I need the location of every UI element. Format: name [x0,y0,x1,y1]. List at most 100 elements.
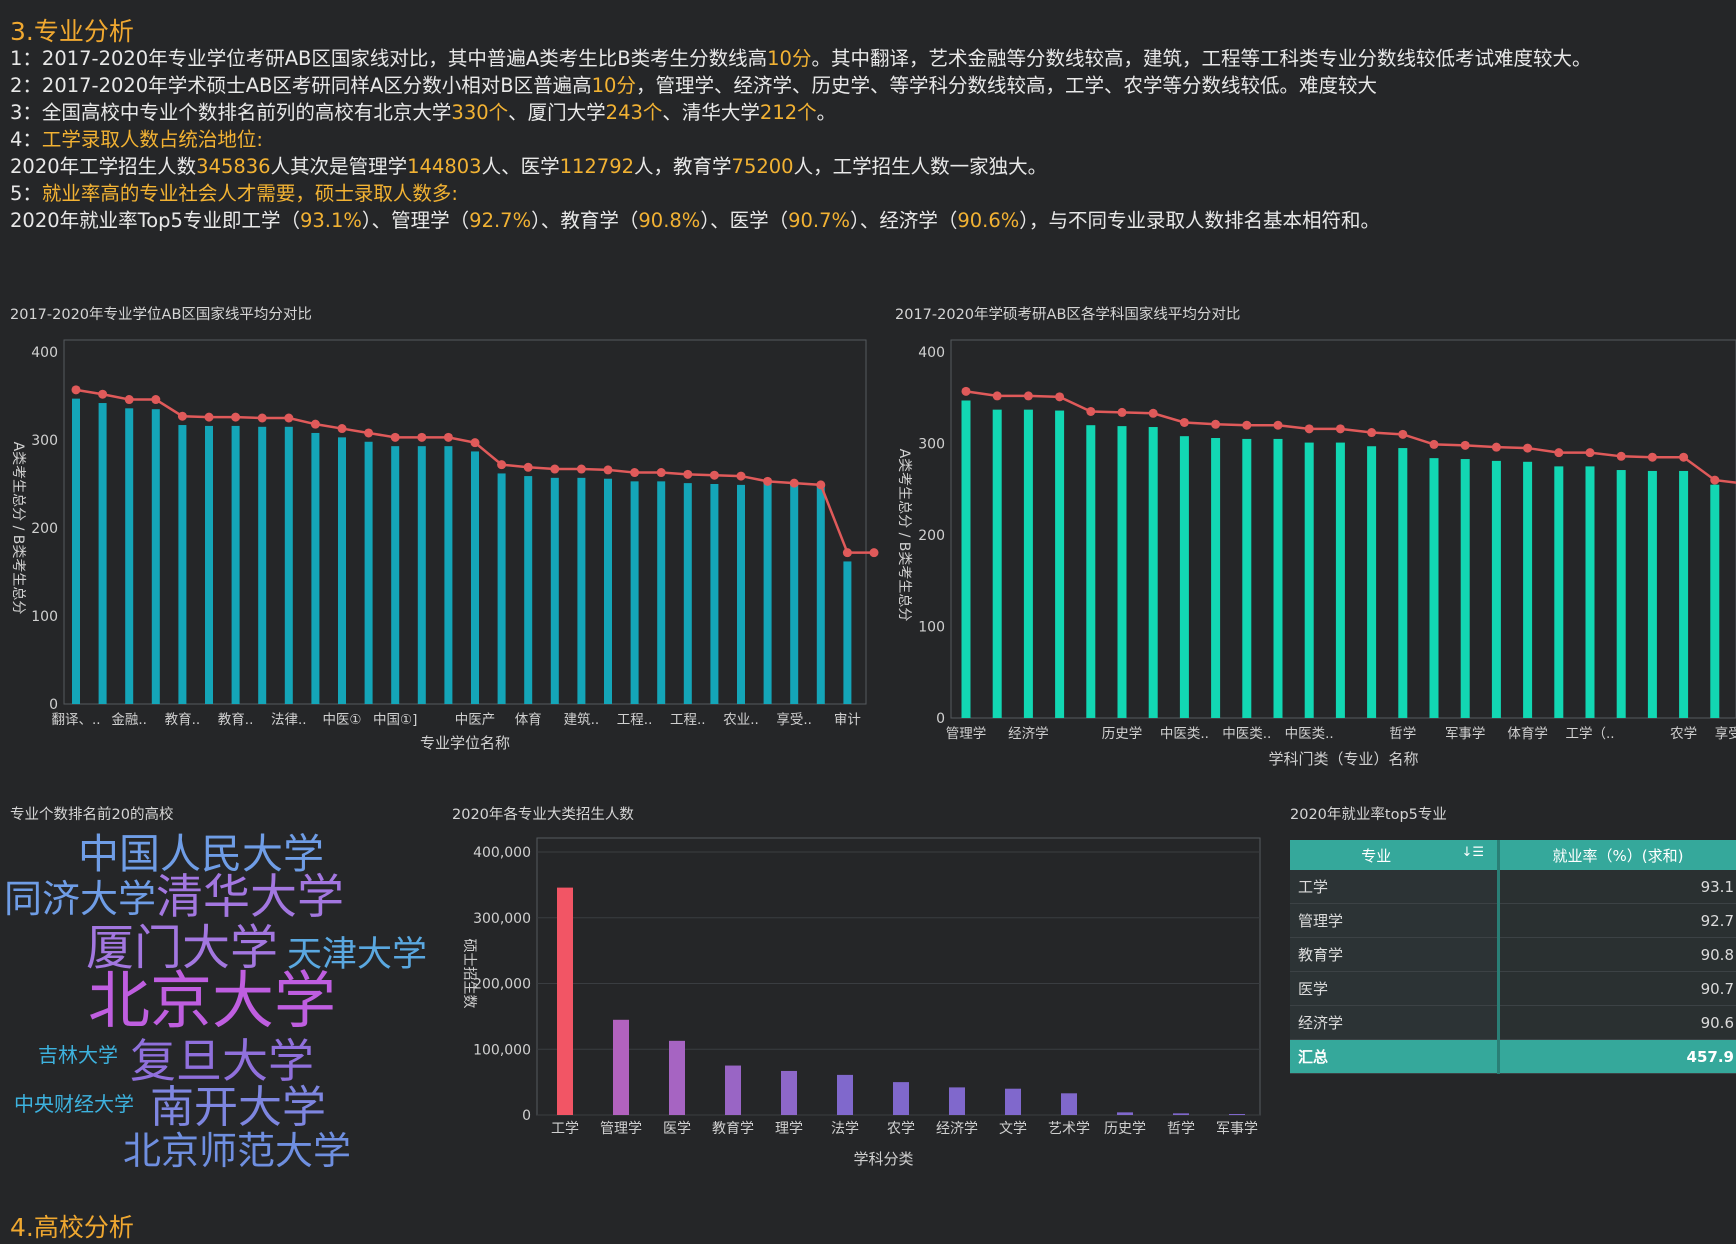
line-point [471,438,480,447]
wordcloud-word[interactable]: 同济大学 [4,880,156,918]
table-cell-rate: 90.7 [1499,972,1736,1006]
x-tick-label: 教育.. [218,712,254,728]
line-point [604,465,613,474]
sort-icon[interactable]: ↓☰ [1461,845,1484,860]
x-tick-label: 经济学 [936,1121,978,1137]
line-point [962,387,971,396]
col-header-major[interactable]: 专业↓☰ [1290,840,1499,870]
bar [1367,446,1376,718]
bar [1055,411,1064,718]
wordcloud-word[interactable]: 北京师范大学 [123,1132,351,1170]
wordcloud-word[interactable]: 中央财经大学 [14,1094,134,1114]
x-tick-label: 教育学 [712,1121,754,1137]
line-point [577,465,586,474]
line-point [125,395,134,404]
y-tick-label: 100 [918,620,945,636]
analysis-line: 1：2017-2020年专业学位考研AB区国家线对比，其中普遍A类考生比B类考生… [10,45,1591,72]
x-tick-label: 中国①] [373,712,417,728]
bar [152,409,160,704]
chart3-title: 2020年各专业大类招生人数 [452,803,634,824]
y-axis-label: 硕士招生数 [461,939,477,1009]
plot-frame [537,838,1260,1115]
line-point [205,413,214,422]
y-tick-label: 100,000 [473,1042,531,1058]
wordcloud-word[interactable]: 复旦大学 [130,1038,314,1084]
bar [577,478,585,704]
line-point [1398,430,1407,439]
x-tick-label: 医学 [663,1121,691,1137]
x-tick-label: 工程.. [617,712,653,728]
x-tick-label: 体育 [515,712,542,728]
bar [1430,458,1439,718]
x-tick-label: 军事学 [1216,1121,1258,1137]
y-tick-label: 400 [31,345,58,361]
bar [471,451,479,704]
line-point [1086,407,1095,416]
bar [1523,462,1532,718]
line-point [657,468,666,477]
line-point [1648,453,1657,462]
wordcloud-title: 专业个数排名前20的高校 [10,803,173,824]
line-point [710,471,719,480]
x-tick-label: 享受少数.. [1715,725,1736,742]
line-point [258,414,267,423]
table-cell-major: 管理学 [1290,904,1499,938]
bar [1180,436,1189,718]
line-point [1118,408,1127,417]
x-tick-label: 军事学 [1445,726,1486,742]
line-point [311,420,320,429]
bar [1118,426,1127,718]
chart2-title: 2017-2020年学硕考研AB区各学科国家线平均分对比 [895,303,1240,324]
bar [993,410,1002,718]
line-point [1430,440,1439,449]
bar [1305,443,1314,718]
bar [72,399,80,704]
line-point [524,463,533,472]
table-cell-major: 教育学 [1290,938,1499,972]
wordcloud-word[interactable]: 中国人民大学 [78,834,324,875]
line-point [1055,392,1064,401]
col-header-rate[interactable]: 就业率（%）(求和) [1499,840,1736,870]
bar [258,427,266,704]
bar [843,561,851,704]
wordcloud-word[interactable]: 吉林大学 [38,1045,118,1065]
bar [232,426,240,704]
x-tick-label: 历史学 [1102,726,1143,742]
bar [338,437,346,704]
bar [1679,471,1688,718]
wordcloud-word[interactable]: 南开大学 [150,1086,326,1130]
line-point [1024,391,1033,400]
line-point [993,391,1002,400]
line-point [1586,448,1595,457]
bar [1398,448,1407,718]
bar [498,473,506,704]
x-tick-label: 翻译、.. [51,712,100,728]
y-tick-label: 200,000 [473,977,531,993]
line-point [1242,421,1251,430]
line-point [790,479,799,488]
table-total-label: 汇总 [1290,1040,1499,1074]
line-point [1523,444,1532,453]
y-axis-label: A类考生总分 / B类考生总分 [10,442,26,615]
x-tick-label: 享受.. [776,711,812,728]
bar [613,1020,629,1115]
bar [737,485,745,704]
line-point [417,433,426,442]
bar [205,426,213,704]
x-tick-label: 农学 [887,1121,915,1137]
line-point [843,548,852,557]
line-point [284,414,293,423]
wordcloud-word[interactable]: 清华大学 [156,874,344,921]
bar [99,403,107,704]
bar [1149,427,1158,718]
wordcloud-word[interactable]: 北京大学 [88,970,336,1032]
x-tick-label: 法学 [831,1121,859,1137]
analysis-line: 4：工学录取人数占统治地位: [10,126,1591,153]
table-total-value: 457.9 [1499,1040,1736,1074]
x-tick-label: 艺术学 [1048,1121,1090,1137]
line-point [1710,476,1719,485]
y-axis-label: A类考生总分 / B类考生总分 [896,449,912,622]
bar [669,1041,685,1115]
